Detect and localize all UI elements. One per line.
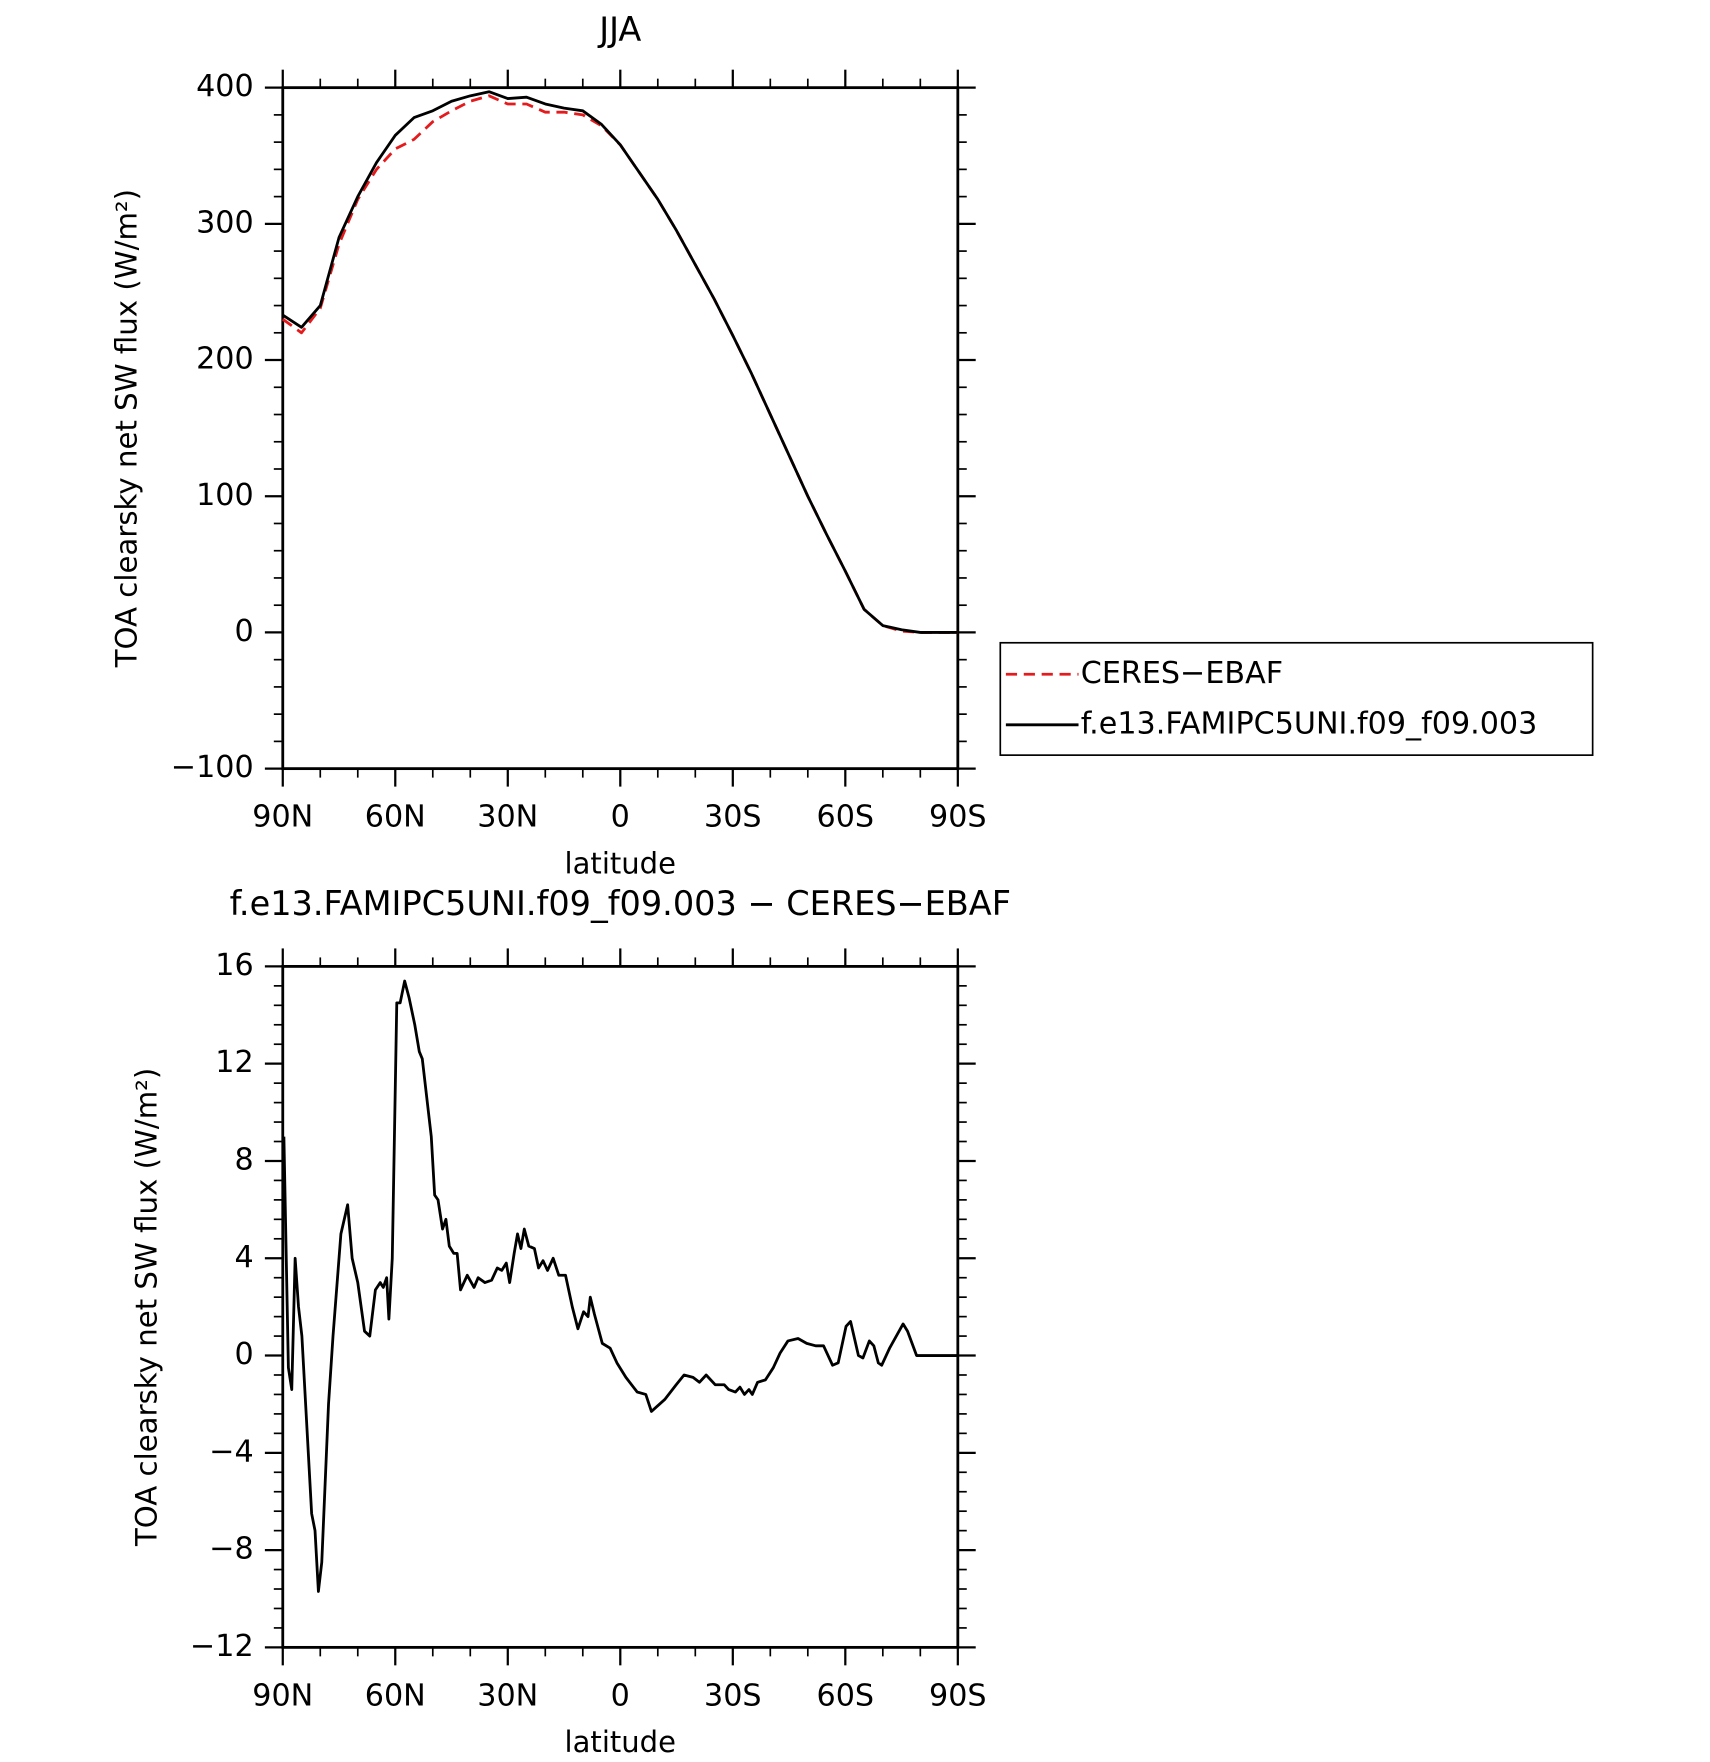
y-tick-label: −12 — [190, 1629, 254, 1664]
y-tick-label: −100 — [171, 750, 254, 785]
legend-box — [999, 641, 1594, 756]
x-tick-label: 30S — [704, 1678, 762, 1713]
y-tick-label: 12 — [215, 1045, 253, 1080]
chart-title: JJA — [597, 10, 641, 49]
chart-title: f.e13.FAMIPC5UNI.f09_f09.003 − CERES−EBA… — [230, 884, 1011, 923]
plot-frame — [281, 964, 960, 1649]
y-tick-label: 16 — [215, 948, 253, 983]
x-tick-label: 30S — [704, 800, 762, 835]
data-line — [282, 90, 958, 634]
x-tick-label: 30N — [477, 1678, 538, 1713]
x-tick-label: 60N — [365, 800, 426, 835]
y-tick-label: 200 — [196, 341, 254, 376]
x-tick-label: 30N — [477, 800, 538, 835]
y-tick-label: 0 — [235, 1337, 254, 1372]
y-tick-label: 4 — [235, 1240, 254, 1275]
x-axis-label: latitude — [565, 1725, 676, 1759]
y-tick-label: 300 — [196, 205, 254, 240]
x-tick-label: 60S — [817, 1678, 875, 1713]
x-tick-label: 0 — [611, 800, 630, 835]
x-tick-label: 0 — [611, 1678, 630, 1713]
data-line — [281, 94, 958, 634]
x-tick-label: 90N — [252, 1678, 313, 1713]
y-tick-label: 400 — [196, 69, 254, 104]
plot-frame — [281, 86, 960, 771]
x-axis-label: latitude — [565, 846, 676, 880]
y-tick-label: −4 — [209, 1434, 253, 1469]
y-tick-label: −8 — [209, 1532, 253, 1567]
y-axis-label: TOA clearsky net SW flux (W/m²) — [110, 189, 144, 668]
y-axis-label: TOA clearsky net SW flux (W/m²) — [130, 1068, 164, 1547]
legend-label: CERES−EBAF — [1081, 656, 1283, 691]
x-tick-label: 90N — [252, 800, 313, 835]
x-tick-label: 60N — [365, 1678, 426, 1713]
x-tick-label: 90S — [929, 800, 987, 835]
x-tick-label: 90S — [929, 1678, 987, 1713]
x-tick-label: 60S — [817, 800, 875, 835]
y-tick-label: 8 — [235, 1142, 254, 1177]
y-tick-label: 100 — [196, 478, 254, 513]
data-line — [282, 979, 958, 1593]
y-tick-label: 0 — [235, 614, 254, 649]
legend-label: f.e13.FAMIPC5UNI.f09_f09.003 — [1081, 706, 1538, 741]
